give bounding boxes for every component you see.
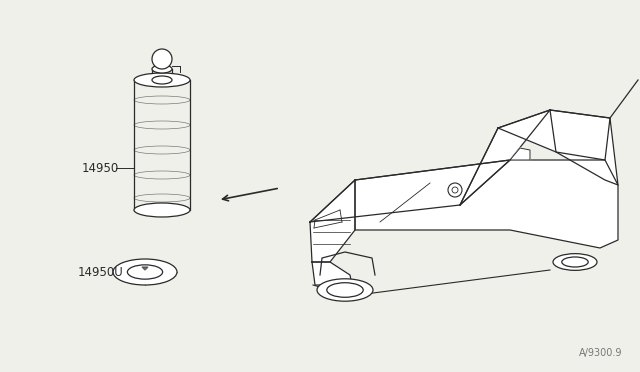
- Polygon shape: [310, 160, 510, 222]
- Polygon shape: [498, 110, 610, 160]
- Ellipse shape: [134, 73, 190, 87]
- Circle shape: [152, 49, 172, 69]
- Polygon shape: [460, 110, 550, 205]
- Polygon shape: [510, 148, 530, 160]
- Ellipse shape: [127, 265, 163, 279]
- Ellipse shape: [152, 76, 172, 84]
- Ellipse shape: [134, 203, 190, 217]
- Text: A/9300.9: A/9300.9: [579, 348, 622, 358]
- Circle shape: [448, 183, 462, 197]
- Ellipse shape: [113, 259, 177, 285]
- Polygon shape: [312, 262, 352, 285]
- Polygon shape: [355, 160, 618, 248]
- Text: 14950: 14950: [82, 161, 119, 174]
- Circle shape: [452, 187, 458, 193]
- Ellipse shape: [152, 65, 172, 73]
- Text: 14950U: 14950U: [78, 266, 124, 279]
- Ellipse shape: [317, 279, 373, 301]
- Polygon shape: [550, 110, 618, 185]
- Ellipse shape: [562, 257, 588, 267]
- Polygon shape: [142, 267, 148, 270]
- Polygon shape: [310, 180, 355, 262]
- Ellipse shape: [327, 283, 364, 297]
- Ellipse shape: [553, 254, 597, 270]
